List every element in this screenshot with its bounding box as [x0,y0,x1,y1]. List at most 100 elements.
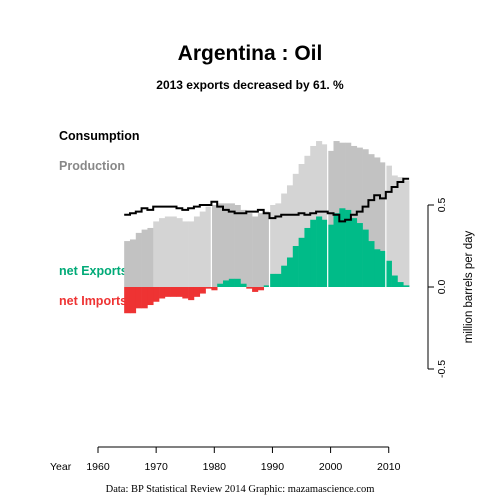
production-bar [281,193,288,287]
net-export-bar [217,283,224,287]
net-export-bar [327,224,334,287]
consumption-line [124,177,410,223]
net-export-bar [333,213,340,287]
net-import-bar [170,287,177,297]
production-bar [135,232,142,287]
net-export-bar [304,227,311,287]
net-import-bar [141,287,148,309]
consumption-label: Consumption [59,129,140,143]
x-tick-label: 1960 [86,461,110,473]
production-bar [176,218,183,287]
net-import-bar [129,287,137,314]
x-tick-label: 1990 [261,461,285,473]
production-bar [310,145,317,287]
production-bar [246,213,253,287]
net-export-bar [228,278,235,287]
net-import-bar [135,287,142,309]
net-import-bar [164,287,171,297]
production-bar [129,239,137,287]
net-export-bar [240,283,247,287]
net-export-bar [391,275,398,287]
data-credit: Data: BP Statistical Review 2014 Graphic… [106,484,375,495]
x-axis: 1960 1970 1980 1990 2000 2010 [86,446,401,473]
production-bar [188,221,195,287]
net-export-bar [286,257,294,287]
net-export-bar [223,280,230,287]
production-bar [403,180,410,287]
production-bar [153,221,160,287]
x-tick-label: 2000 [319,461,343,473]
production-bar [205,206,212,287]
chart-subtitle: 2013 exports decreased by 61. % [156,78,344,92]
production-bar [124,241,131,287]
net-export-bar [345,209,352,287]
production-bar [350,145,358,287]
x-tick-label: 2010 [377,461,401,473]
net-import-bar [147,287,154,306]
net-import-bar [205,287,212,289]
net-export-bar [234,278,241,287]
net-export-bar [269,273,276,287]
x-tick-label: 1970 [144,461,168,473]
production-bar [263,211,270,287]
net-export-bar [292,246,299,287]
net-export-bar [298,237,305,287]
net-export-bar [350,218,358,287]
y-tick-label: 0.5 [436,198,448,213]
net-import-bar [159,287,166,299]
production-bar [159,218,166,287]
production-bar [193,216,201,287]
net-import-bar [188,287,195,301]
net-export-bar [321,219,328,287]
production-bar [362,149,369,287]
net-import-bar [199,287,206,294]
production-bar [275,203,282,287]
y-tick-label: -0.5 [436,360,448,378]
production-bar [321,144,328,287]
net-export-bar [310,219,317,287]
production-bar [368,154,375,287]
production-bar [141,229,148,287]
net-import-bar [246,287,253,289]
net-import-bar [176,287,183,297]
net-export-bar [275,273,282,287]
net-export-bar [339,208,346,287]
net-export-bar [263,285,270,287]
net-import-bar [182,287,189,299]
production-bar [380,162,387,287]
production-bar [316,141,323,287]
production-bar [374,157,381,287]
net-export-bar [368,241,375,287]
net-export-bar [316,216,323,287]
net-export-bar [356,223,363,287]
production-bar [228,203,235,287]
production-bar [397,177,404,287]
production-bar [147,227,154,287]
production-bar [199,211,206,287]
x-tick-label: 1980 [203,461,227,473]
net-export-bar [397,282,404,287]
production-label: Production [59,159,125,173]
y-axis: -0.5 0.0 0.5 [427,198,448,378]
y-axis-title: million barrels per day [463,231,475,344]
net-import-bar [257,287,265,291]
net-export-bar [374,249,381,287]
production-bar [234,205,241,287]
x-axis-title: Year [50,461,72,473]
net-exports-label: net Exports [59,264,128,278]
production-bar [164,216,171,287]
net-import-bar [124,287,131,314]
net-import-bar [153,287,160,302]
decade-lines [210,140,387,287]
net-export-bar [362,229,369,287]
production-bar [304,155,311,287]
production-bar [182,221,189,287]
production-bar [252,216,259,287]
production-bar [298,164,305,287]
production-bar [257,213,265,287]
net-export-bar [403,285,410,287]
net-import-bar [193,287,201,297]
production-bar [217,203,224,287]
